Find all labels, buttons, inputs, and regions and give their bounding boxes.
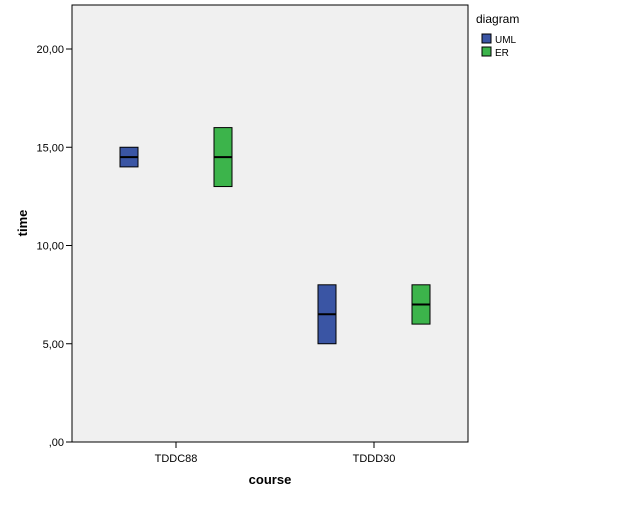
box-er-tddd30 [411, 284, 431, 325]
legend-label-er: ER [495, 48, 509, 59]
box-uml-tddd30 [317, 284, 337, 345]
legend-swatch-uml [481, 33, 492, 44]
y-tick-label: ,00 [49, 437, 64, 449]
y-tick-label: 10,00 [36, 241, 64, 253]
box-er-tddc88 [213, 127, 233, 188]
x-axis: TDDC88 TDDD30 [155, 442, 396, 465]
box-uml-tddc88 [119, 146, 139, 168]
x-tick-label: TDDC88 [155, 453, 198, 465]
y-axis-label: time [15, 210, 30, 237]
legend-title: diagram [476, 12, 519, 26]
plot-area [71, 4, 469, 443]
y-axis: ,00 5,00 10,00 15,00 20,00 [36, 44, 72, 449]
legend-label-uml: UML [495, 35, 517, 46]
y-tick-label: 5,00 [43, 339, 64, 351]
y-tick-label: 15,00 [36, 142, 64, 154]
legend: diagram UML ER [476, 12, 519, 59]
legend-swatch-er [481, 46, 492, 57]
x-axis-label: course [249, 472, 292, 487]
box-series [119, 127, 431, 345]
y-tick-label: 20,00 [36, 44, 64, 56]
x-tick-label: TDDD30 [353, 453, 396, 465]
